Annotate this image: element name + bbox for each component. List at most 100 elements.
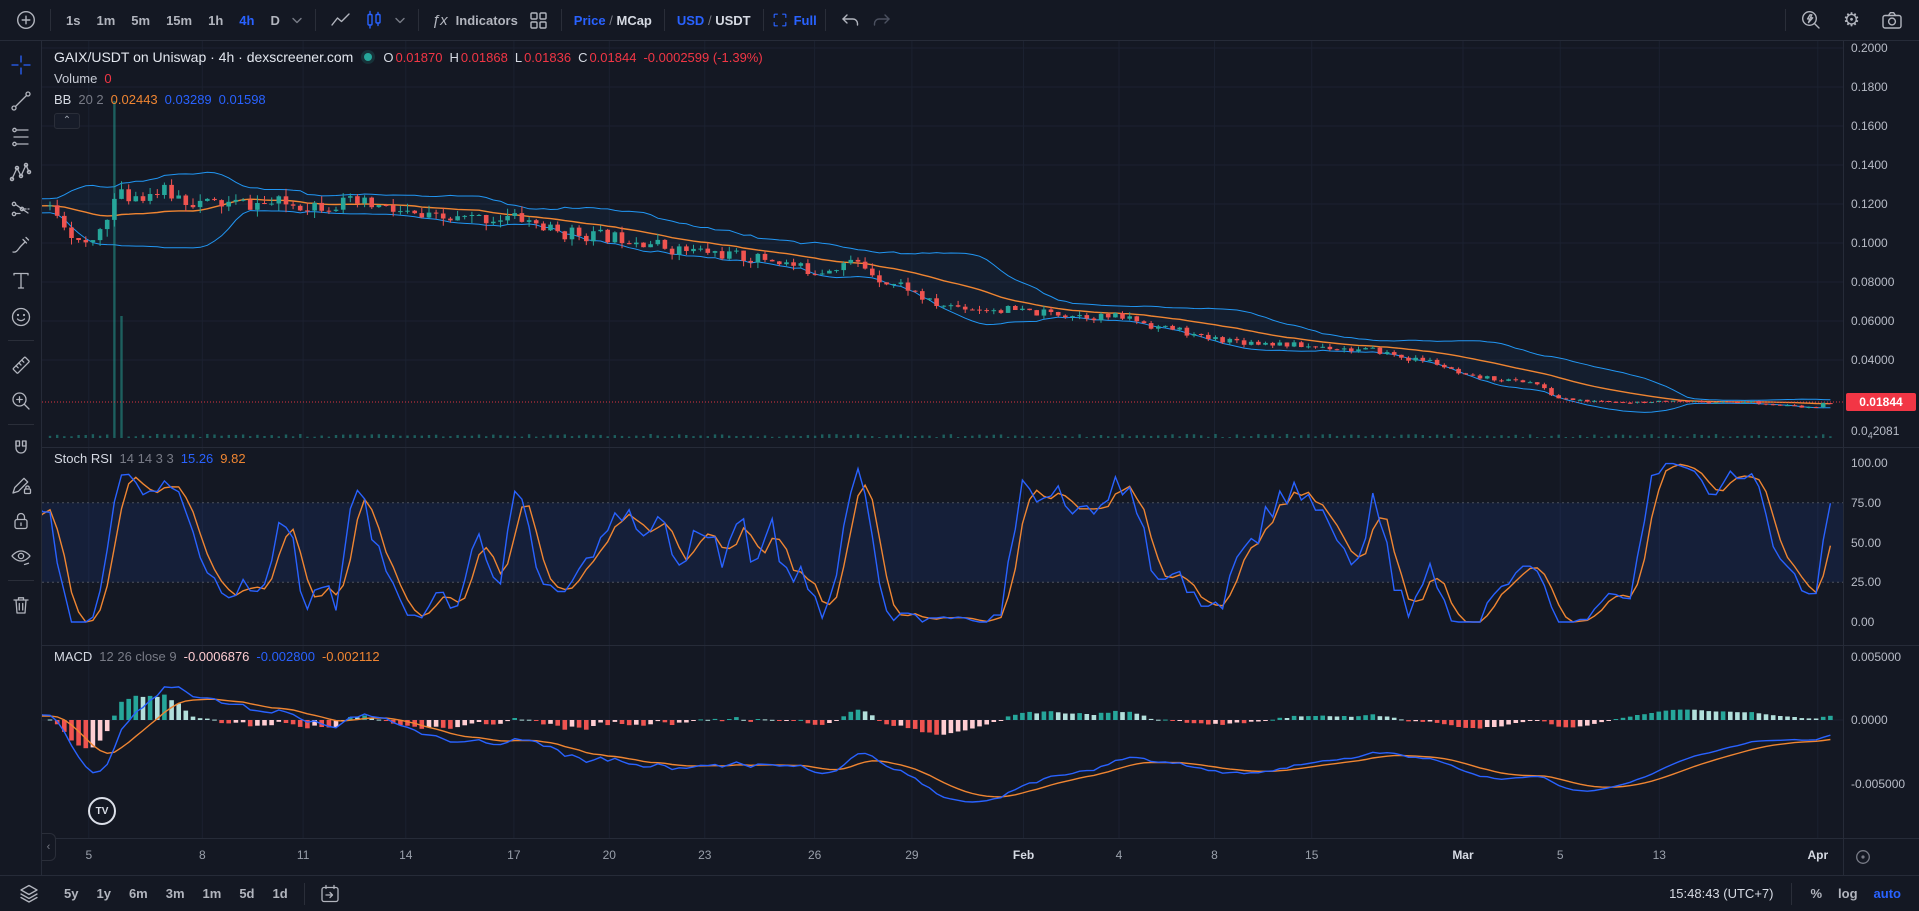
object-tree-button[interactable] [12,879,46,909]
projection-icon [11,201,30,216]
range-1y[interactable]: 1y [96,886,111,901]
remove-drawings-button[interactable] [6,591,36,618]
xabcd-pattern-tool[interactable] [6,159,36,186]
range-1d[interactable]: 1d [272,886,288,901]
indicators-button[interactable]: ƒx Indicators [427,9,523,32]
tradingview-logo[interactable]: TV [88,797,116,825]
flash-search-icon [1801,10,1820,29]
range-1m[interactable]: 1m [202,886,222,901]
stoch-d-value: 9.82 [220,451,246,466]
axis-tick-label: 50.00 [1851,535,1882,550]
stoch-rsi-pane[interactable] [42,447,1843,645]
layout-grid-button[interactable] [523,7,553,33]
auto-scale-button[interactable]: auto [1873,886,1901,901]
trash-icon [12,596,29,614]
time-axis[interactable]: 5 8 11 14 17 20 23 26 29 Feb 4 8 15 Mar 5 13 Apr [42,838,1919,875]
timeframe-15m[interactable]: 15m [166,12,193,28]
candles-chart-style-button[interactable] [358,6,390,34]
collapse-indicators-button[interactable]: ⌃ [54,113,80,129]
stoch-legend-row[interactable]: Stoch RSI 14 14 3 3 15.26 9.82 [54,451,246,466]
timeframe-1s[interactable]: 1s [66,12,81,28]
range-3m[interactable]: 3m [165,886,185,901]
drawing-mode-lock-button[interactable] [6,471,36,498]
range-6m[interactable]: 6m [128,886,148,901]
screenshot-button[interactable] [1875,6,1909,34]
time-tick-label: 13 [1652,848,1666,862]
quick-search-button[interactable] [1794,5,1828,35]
close-value: 0.01844 [589,49,637,65]
price-mcap-toggle[interactable]: Price / MCap [573,12,652,28]
line-chart-style-button[interactable] [324,6,358,34]
magnet-mode-button[interactable] [6,435,36,462]
measure-tool[interactable] [6,351,36,378]
mcap-option[interactable]: MCap [616,12,652,28]
axis-tick-label: 0.1200 [1851,197,1888,211]
zoom-in-icon [11,391,30,410]
grid-icon [530,12,547,29]
fullscreen-icon [773,13,786,27]
brush-tool[interactable] [6,231,36,258]
chevron-down-icon [292,17,302,23]
trend-line-tool[interactable] [6,87,36,114]
text-icon [12,272,29,289]
fib-retracement-tool[interactable] [6,123,36,150]
calendar-goto-icon [321,884,339,902]
timeframe-1h[interactable]: 1h [208,12,224,28]
timeframe-1m[interactable]: 1m [96,12,116,28]
price-chart[interactable] [42,41,1843,447]
timeframe-D[interactable]: D [270,12,280,28]
macd-legend-row[interactable]: MACD 12 26 close 9 -0.0006876 -0.002800 … [54,649,380,664]
pane-separator[interactable] [42,645,1919,646]
go-to-date-button[interactable] [313,879,347,909]
magnet-icon [14,439,27,454]
lock-drawings-button[interactable] [6,507,36,534]
time-tick-label: 4 [1115,848,1123,862]
projection-tool[interactable] [6,195,36,222]
trend-line-icon [10,90,31,111]
redo-button[interactable] [866,7,898,33]
chart-style-dropdown[interactable] [390,14,410,27]
axis-tick-label: 0.06000 [1851,314,1895,328]
pane-separator[interactable] [42,447,1919,448]
volume-legend-row[interactable]: Volume 0 [54,71,763,86]
chevron-down-icon [395,17,405,23]
crosshair-tool[interactable] [6,51,36,78]
price-axis[interactable]: 0.01844 0.042081 0.2000 0.1800 0.1600 0.140… [1843,41,1919,838]
volume-label: Volume [54,71,98,86]
toolbar-divider [50,9,51,31]
clock-timezone[interactable]: 15:48:43 (UTC+7) [1669,886,1774,901]
price-option[interactable]: Price [573,12,606,28]
chart-region: 0.01844 0.042081 0.2000 0.1800 0.1600 0.140… [42,41,1919,875]
usd-usdt-toggle[interactable]: USD / USDT [676,12,751,28]
symbol-legend-row[interactable]: GAIX/USDT on Uniswap · 4h · dexscreener.… [54,49,763,65]
topbar-right-group: ⚙ [1777,5,1909,35]
log-scale-button[interactable]: log [1838,886,1858,901]
add-button[interactable] [10,6,42,34]
emoji-tool[interactable] [6,303,36,330]
range-5y[interactable]: 5y [64,886,79,901]
hide-drawings-button[interactable] [6,543,36,570]
macd-pane[interactable] [42,645,1843,838]
axis-tick-label: 0.1000 [1851,236,1888,250]
plus-circle-icon [16,10,36,30]
axis-tick-label: -0.005000 [1851,776,1906,791]
range-5d[interactable]: 5d [239,886,255,901]
collapse-toolbar-button[interactable]: ‹ [42,833,56,861]
usd-option[interactable]: USD [676,12,705,28]
timeframe-5m[interactable]: 5m [131,12,151,28]
undo-button[interactable] [834,7,866,33]
layers-icon [20,884,38,903]
time-tick-label: 11 [296,848,310,862]
zoom-in-tool[interactable] [6,387,36,414]
percent-scale-button[interactable]: % [1810,886,1823,901]
fullscreen-button[interactable]: Full [772,12,817,28]
text-tool[interactable] [6,267,36,294]
timeframe-4h[interactable]: 4h [239,12,255,28]
usdt-option[interactable]: USDT [715,12,751,28]
bb-legend-row[interactable]: BB 20 2 0.02443 0.03289 0.01598 [54,92,763,107]
timeframe-dropdown[interactable] [287,14,307,27]
settings-button[interactable]: ⚙ [1838,8,1865,33]
realtime-icon[interactable] [1854,848,1872,866]
axis-tick-label: 0.0000 [1851,713,1888,727]
